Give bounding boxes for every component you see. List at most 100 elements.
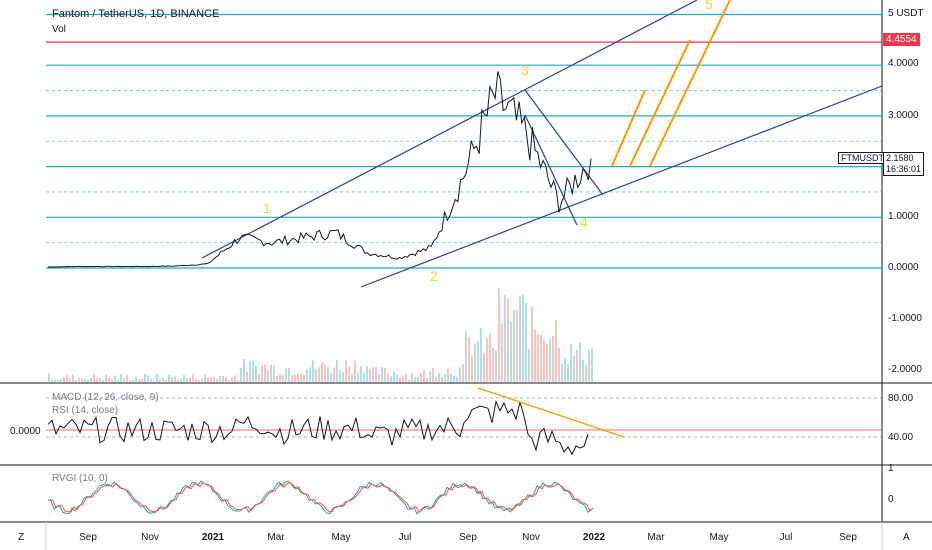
volume-bar <box>531 306 533 382</box>
volume-bar <box>336 359 338 382</box>
symbol-title[interactable]: Fantom / TetherUS, 1D, BINANCE <box>52 8 220 20</box>
volume-bar <box>312 360 314 382</box>
volume-bar <box>72 374 74 382</box>
volume-bar <box>207 376 209 382</box>
bar-countdown: 16:36:01 <box>886 164 922 174</box>
time-tick: May <box>709 532 729 543</box>
volume-bar <box>393 371 395 382</box>
volume-bar <box>204 374 206 382</box>
auto-scale-button[interactable]: A <box>903 532 910 543</box>
time-tick: Nov <box>141 532 159 543</box>
volume-bar <box>483 352 485 382</box>
volume-bar <box>135 376 137 382</box>
volume-bar <box>351 373 353 382</box>
volume-bar <box>231 376 233 382</box>
volume-label: Vol <box>52 24 66 35</box>
volume-bar <box>444 374 446 382</box>
volume-bar <box>354 360 356 382</box>
volume-bar <box>507 298 509 382</box>
volume-bar <box>144 373 146 382</box>
volume-bar <box>582 359 584 382</box>
volume-bar <box>213 376 215 382</box>
volume-bar <box>468 337 470 382</box>
volume-bar <box>378 374 380 382</box>
volume-bar <box>195 379 197 382</box>
volume-bar <box>399 377 401 382</box>
volume-bar <box>375 367 377 382</box>
volume-bar <box>438 373 440 382</box>
volume-bar <box>453 375 455 382</box>
projection-arrow <box>629 39 691 167</box>
volume-bar <box>114 375 116 382</box>
volume-bar <box>552 335 554 382</box>
volume-bar <box>573 355 575 382</box>
volume-bar <box>432 368 434 382</box>
volume-bar <box>198 380 200 382</box>
volume-bar <box>513 310 515 382</box>
volume-bar <box>81 378 83 382</box>
time-tick: Nov <box>522 532 540 543</box>
volume-bar <box>348 366 350 382</box>
rsi-trendline <box>477 387 625 438</box>
volume-bar <box>174 376 176 382</box>
time-tick: Sep <box>839 532 857 543</box>
volume-bar <box>540 334 542 382</box>
volume-bar <box>102 380 104 382</box>
volume-bar <box>66 374 68 382</box>
volume-bar <box>69 378 71 382</box>
volume-bar <box>108 377 110 382</box>
channel-lower-line <box>360 85 883 288</box>
timezone-button[interactable]: Z <box>18 532 25 543</box>
volume-bar <box>516 309 518 382</box>
volume-bar <box>111 378 113 382</box>
volume-bar <box>246 372 248 382</box>
rsi-tick: 80.00 <box>888 393 914 404</box>
volume-bar <box>441 377 443 382</box>
volume-bar <box>132 380 134 382</box>
volume-bar <box>273 365 275 382</box>
rvgi-label[interactable]: RVGI (10, 0) <box>52 473 108 484</box>
volume-bar <box>270 365 272 382</box>
volume-bar <box>447 368 449 382</box>
volume-bar <box>234 375 236 382</box>
volume-bar <box>510 322 512 382</box>
volume-bar <box>258 374 260 382</box>
volume-bar <box>267 369 269 382</box>
volume-bar <box>177 380 179 382</box>
wave-label: 2 <box>430 268 438 284</box>
volume-bar <box>255 365 257 382</box>
volume-bar <box>564 357 566 382</box>
macd-left-value: 0.0000 <box>10 426 41 437</box>
volume-bar <box>210 376 212 382</box>
volume-bar <box>462 364 464 382</box>
macd-label[interactable]: MACD (12, 26, close, 9) <box>52 392 159 403</box>
volume-bar <box>420 372 422 382</box>
volume-bar <box>63 376 65 382</box>
volume-bar <box>57 379 59 382</box>
volume-bar <box>171 377 173 382</box>
price-tick: 1.0000 <box>888 211 919 222</box>
volume-bar <box>372 366 374 382</box>
volume-bar <box>249 360 251 382</box>
volume-bar <box>546 344 548 382</box>
volume-bar <box>324 364 326 382</box>
volume-bar <box>345 360 347 382</box>
volume-bar <box>306 369 308 382</box>
volume-bar <box>543 340 545 382</box>
projection-arrow <box>611 89 646 167</box>
resistance-price-badge: 4.4554 <box>883 33 920 46</box>
volume-bar <box>522 294 524 382</box>
volume-bar <box>93 374 95 382</box>
rsi-label[interactable]: RSI (14, close) <box>52 405 119 416</box>
volume-bar <box>201 378 203 382</box>
rvgi-signal-line <box>49 481 594 513</box>
volume-bar <box>396 374 398 382</box>
volume-bar <box>90 377 92 382</box>
volume-bar <box>222 375 224 382</box>
volume-bar <box>282 375 284 382</box>
volume-bar <box>528 348 530 382</box>
volume-bar <box>321 361 323 382</box>
wave-label: 4 <box>580 214 588 230</box>
